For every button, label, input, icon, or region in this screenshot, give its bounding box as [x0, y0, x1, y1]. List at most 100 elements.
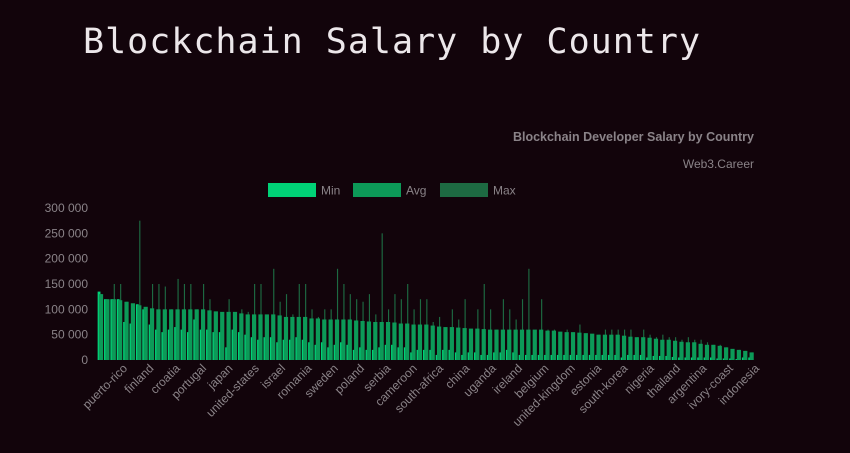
bar-avg[interactable]	[309, 318, 314, 360]
bar-avg[interactable]	[730, 348, 735, 360]
bar-avg[interactable]	[430, 325, 435, 360]
bar-avg[interactable]	[666, 339, 671, 360]
bar-avg[interactable]	[181, 309, 187, 360]
bar-avg[interactable]	[290, 316, 295, 360]
bar-avg[interactable]	[660, 339, 665, 360]
bar-avg[interactable]	[334, 319, 340, 360]
bar-avg[interactable]	[634, 337, 639, 360]
bar-avg[interactable]	[239, 313, 244, 360]
bar-avg[interactable]	[226, 311, 231, 360]
bar-avg[interactable]	[602, 334, 608, 360]
bar-avg[interactable]	[519, 329, 525, 360]
bar-avg[interactable]	[194, 309, 199, 360]
bar-avg[interactable]	[277, 315, 282, 360]
bar-avg[interactable]	[481, 329, 486, 360]
bar-avg[interactable]	[283, 316, 289, 360]
bar-avg[interactable]	[507, 329, 512, 360]
bar-avg[interactable]	[513, 329, 518, 360]
bar-avg[interactable]	[328, 319, 333, 360]
bar-avg[interactable]	[704, 344, 710, 360]
bar-max[interactable]	[483, 284, 485, 360]
bar-avg[interactable]	[124, 301, 129, 360]
legend-item-min[interactable]: Min	[268, 183, 340, 198]
bar-avg[interactable]	[366, 321, 372, 360]
bar-avg[interactable]	[628, 336, 633, 360]
bar-avg[interactable]	[417, 324, 423, 360]
bar-avg[interactable]	[385, 322, 391, 360]
bar-avg[interactable]	[724, 347, 729, 360]
bar-avg[interactable]	[583, 333, 588, 360]
bar-avg[interactable]	[258, 314, 263, 360]
bar-avg[interactable]	[558, 331, 563, 360]
bar-avg[interactable]	[532, 329, 537, 360]
bar-avg[interactable]	[672, 340, 678, 360]
bar-avg[interactable]	[500, 329, 505, 360]
bar-avg[interactable]	[692, 342, 697, 360]
bar-avg[interactable]	[271, 314, 276, 360]
bar-avg[interactable]	[539, 329, 544, 360]
bar-avg[interactable]	[698, 343, 703, 360]
bar-avg[interactable]	[392, 322, 397, 360]
bar-avg[interactable]	[424, 324, 429, 360]
bar-avg[interactable]	[405, 323, 410, 360]
bar-avg[interactable]	[252, 314, 257, 360]
bar-avg[interactable]	[545, 330, 550, 360]
bar-avg[interactable]	[143, 306, 148, 360]
bar-avg[interactable]	[641, 337, 646, 360]
bar-avg[interactable]	[411, 324, 416, 360]
bar-avg[interactable]	[596, 334, 601, 360]
bar-avg[interactable]	[570, 332, 576, 360]
bar-avg[interactable]	[475, 328, 480, 360]
bar-avg[interactable]	[743, 350, 748, 360]
bar-avg[interactable]	[322, 319, 327, 360]
bar-avg[interactable]	[105, 299, 110, 360]
bar-avg[interactable]	[443, 327, 448, 360]
bar-avg[interactable]	[315, 318, 320, 360]
bar-max[interactable]	[407, 284, 409, 360]
bar-avg[interactable]	[137, 305, 142, 360]
bar-avg[interactable]	[590, 333, 595, 360]
bar-avg[interactable]	[551, 330, 557, 360]
bar-avg[interactable]	[200, 309, 206, 360]
bar-avg[interactable]	[647, 337, 652, 360]
bar-avg[interactable]	[488, 329, 493, 360]
bar-avg[interactable]	[360, 320, 365, 360]
bar-avg[interactable]	[149, 308, 155, 360]
bar-avg[interactable]	[296, 316, 301, 360]
legend-item-avg[interactable]: Avg	[353, 183, 426, 198]
bar-avg[interactable]	[749, 352, 754, 360]
bar-avg[interactable]	[111, 299, 116, 360]
bar-avg[interactable]	[264, 314, 269, 360]
bar-avg[interactable]	[303, 316, 308, 360]
bar-avg[interactable]	[156, 309, 161, 360]
bar-avg[interactable]	[162, 309, 167, 360]
bar-avg[interactable]	[341, 319, 346, 360]
bar-avg[interactable]	[220, 311, 225, 360]
bar-avg[interactable]	[449, 327, 454, 360]
bar-max[interactable]	[381, 233, 383, 360]
bar-avg[interactable]	[494, 329, 499, 360]
bar-avg[interactable]	[188, 309, 193, 360]
bar-avg[interactable]	[213, 311, 218, 360]
bar-avg[interactable]	[679, 341, 684, 360]
bar-avg[interactable]	[98, 294, 104, 360]
bar-avg[interactable]	[232, 311, 238, 360]
bar-max[interactable]	[139, 220, 141, 360]
legend-item-max[interactable]: Max	[440, 183, 516, 198]
bar-avg[interactable]	[711, 344, 716, 360]
bar-avg[interactable]	[468, 328, 474, 360]
bar-avg[interactable]	[653, 338, 659, 360]
bar-avg[interactable]	[717, 345, 722, 360]
bar-avg[interactable]	[373, 322, 378, 360]
bar-avg[interactable]	[621, 335, 627, 360]
bar-avg[interactable]	[398, 323, 403, 360]
bar-avg[interactable]	[456, 327, 461, 360]
bar-avg[interactable]	[436, 326, 442, 360]
bar-avg[interactable]	[609, 334, 614, 360]
bar-avg[interactable]	[615, 334, 620, 360]
bar-avg[interactable]	[564, 332, 569, 360]
bar-avg[interactable]	[245, 314, 250, 360]
bar-avg[interactable]	[379, 322, 384, 360]
bar-avg[interactable]	[347, 319, 352, 360]
bar-avg[interactable]	[462, 328, 467, 360]
